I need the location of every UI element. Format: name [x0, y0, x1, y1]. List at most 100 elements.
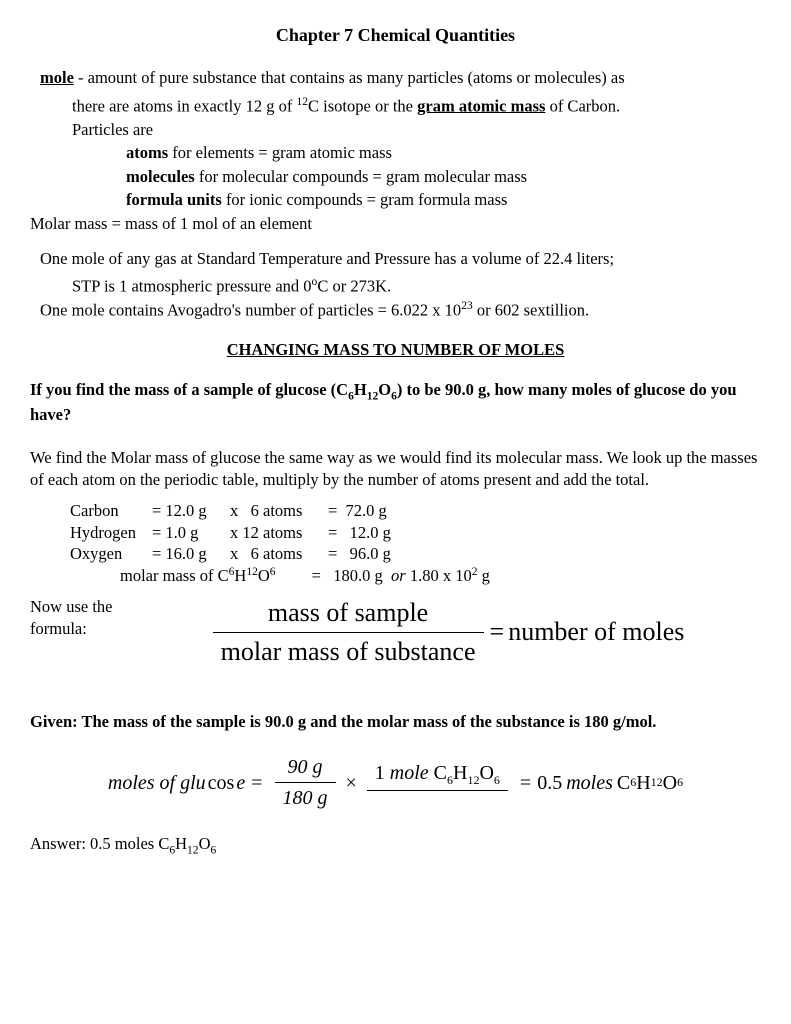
main-formula: mass of sample molar mass of substance =…	[130, 596, 761, 669]
problem-statement: If you find the mass of a sample of gluc…	[30, 379, 761, 426]
elem-carbon: Carbon	[70, 500, 152, 521]
gas-line2b: C or 273K.	[317, 277, 391, 296]
frac1-den: 180 g	[275, 782, 336, 811]
explanation: We find the Molar mass of glucose the sa…	[30, 447, 761, 490]
calc-row-hydrogen: Hydrogen= 1.0 gx 12 atoms= 12.0 g	[70, 522, 761, 543]
gas-line3a: One mole contains Avogadro's number of p…	[40, 301, 461, 320]
given-statement: Given: The mass of the sample is 90.0 g …	[30, 711, 761, 732]
sub-12a: 12	[367, 390, 379, 402]
chapter-title: Chapter 7 Chemical Quantities	[30, 24, 761, 47]
total-c: O	[258, 565, 270, 586]
ans-sub6b: 6	[211, 844, 217, 856]
f2n-b: mole	[390, 762, 429, 784]
molar-mass-line: Molar mass = mass of 1 mol of an element	[30, 213, 761, 234]
total-e: or	[391, 565, 406, 586]
mass-carbon: = 12.0 g	[152, 500, 230, 521]
gas-line1-text: One mole of any gas at Standard Temperat…	[40, 249, 614, 268]
molecules-line: molecules for molecular compounds = gram…	[126, 166, 761, 187]
eq2-cos: cos	[208, 770, 235, 796]
molecules-tail: for molecular compounds = gram molecular…	[195, 167, 527, 186]
prob-c: O	[378, 380, 391, 399]
frac1-num: 90 g	[280, 754, 331, 782]
eq2-sub12a: 12	[467, 773, 479, 787]
total-f: 1.80 x 10	[406, 565, 472, 586]
total-g: g	[477, 565, 489, 586]
total-d: = 180.0 g	[312, 565, 391, 586]
eq-sign-1: =	[251, 770, 262, 796]
calc-row-total: molar mass of C6H12O6= 180.0 g or 1.80 x…	[70, 565, 761, 586]
def-line3: Particles are	[72, 119, 761, 140]
frac-2: 1 mole C6H12O6	[367, 760, 508, 806]
f1d: 180	[283, 787, 313, 809]
mult-oxygen: x 6 atoms	[230, 543, 328, 564]
eq2-rhs-unit: moles	[566, 770, 613, 796]
formula-fraction: mass of sample molar mass of substance	[213, 596, 484, 669]
ans-sub12: 12	[187, 844, 199, 856]
formula-denominator: molar mass of substance	[213, 632, 484, 669]
frac2-num: 1 mole C6H12O6	[367, 760, 508, 792]
eq2-rhs-val: 0.5	[537, 770, 562, 796]
times-sign: ×	[346, 770, 357, 796]
result-hydrogen: = 12.0 g	[328, 522, 391, 543]
gas-line2: STP is 1 atmospheric pressure and 0oC or…	[72, 275, 761, 297]
answer-c: O	[199, 834, 211, 853]
formula-units-line: formula units for ionic compounds = gram…	[126, 189, 761, 210]
eq2-lhs: moles of glu	[108, 770, 206, 796]
def-line2: there are atoms in exactly 12 g of 12C i…	[72, 95, 761, 117]
elem-hydrogen: Hydrogen	[70, 522, 152, 543]
formula-units-tail: for ionic compounds = gram formula mass	[222, 190, 508, 209]
formula-label-2: formula:	[30, 618, 130, 639]
answer-a: Answer: 0.5 moles C	[30, 834, 169, 853]
total-a: molar mass of C	[120, 565, 229, 586]
atoms-line: atoms for elements = gram atomic mass	[126, 142, 761, 163]
calculation-block: Carbon= 12.0 gx 6 atoms= 72.0 g Hydrogen…	[70, 500, 761, 586]
mult-carbon: x 6 atoms	[230, 500, 328, 521]
equals-sign: =	[490, 615, 505, 649]
formula-units-bold: formula units	[126, 190, 222, 209]
gram-atomic-mass: gram atomic mass	[417, 96, 545, 115]
f1n: 90	[288, 756, 308, 778]
formula-rhs: number of moles	[508, 615, 684, 649]
prob-b: H	[354, 380, 367, 399]
atoms-bold: atoms	[126, 143, 168, 162]
calc-row-oxygen: Oxygen= 16.0 gx 6 atoms= 96.0 g	[70, 543, 761, 564]
f1n-unit: g	[313, 756, 323, 778]
f1d-unit: g	[318, 787, 328, 809]
sub-12b: 12	[246, 565, 258, 586]
formula-section: Now use the formula: mass of sample mola…	[30, 596, 761, 669]
result-carbon: = 72.0 g	[328, 500, 387, 521]
sup-12: 12	[297, 96, 309, 108]
def-line2c: of Carbon.	[545, 96, 620, 115]
atoms-tail: for elements = gram atomic mass	[168, 143, 392, 162]
gas-line3b: or 602 sextillion.	[473, 301, 589, 320]
gas-line2a: STP is 1 atmospheric pressure and 0	[72, 277, 312, 296]
def-line2b: C isotope or the	[308, 96, 417, 115]
elem-oxygen: Oxygen	[70, 543, 152, 564]
mult-hydrogen: x 12 atoms	[230, 522, 328, 543]
f2n-a: 1	[375, 762, 385, 784]
term-mole: mole	[40, 68, 74, 87]
prob-a: If you find the mass of a sample of gluc…	[30, 380, 348, 399]
calc-row-carbon: Carbon= 12.0 gx 6 atoms= 72.0 g	[70, 500, 761, 521]
sup-23: 23	[461, 300, 473, 312]
molecules-bold: molecules	[126, 167, 195, 186]
formula-label: Now use the formula:	[30, 596, 130, 639]
def-line2a: there are atoms in exactly 12 g of	[72, 96, 297, 115]
mass-hydrogen: = 1.0 g	[152, 522, 230, 543]
result-oxygen: = 96.0 g	[328, 543, 391, 564]
eq2-e: e	[236, 770, 245, 796]
section-heading: CHANGING MASS TO NUMBER OF MOLES	[30, 339, 761, 360]
formula-numerator: mass of sample	[260, 596, 436, 632]
def-line1: - amount of pure substance that contains…	[74, 68, 625, 87]
answer-b: H	[175, 834, 187, 853]
formula-label-1: Now use the	[30, 596, 130, 617]
eq2-sub6b: 6	[494, 773, 500, 787]
gas-line3: One mole contains Avogadro's number of p…	[30, 299, 761, 321]
frac-1: 90 g 180 g	[275, 754, 336, 811]
eq2-sub6d: 6	[677, 775, 683, 791]
answer-line: Answer: 0.5 moles C6H12O6	[30, 833, 761, 858]
gas-line1: One mole of any gas at Standard Temperat…	[30, 248, 761, 269]
eq-sign-2: =	[520, 770, 531, 796]
eq2-sub12b: 12	[651, 775, 663, 791]
mole-definition: mole - amount of pure substance that con…	[30, 67, 761, 88]
